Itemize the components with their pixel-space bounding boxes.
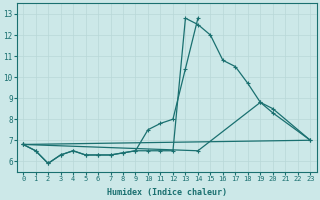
X-axis label: Humidex (Indice chaleur): Humidex (Indice chaleur) <box>107 188 227 197</box>
